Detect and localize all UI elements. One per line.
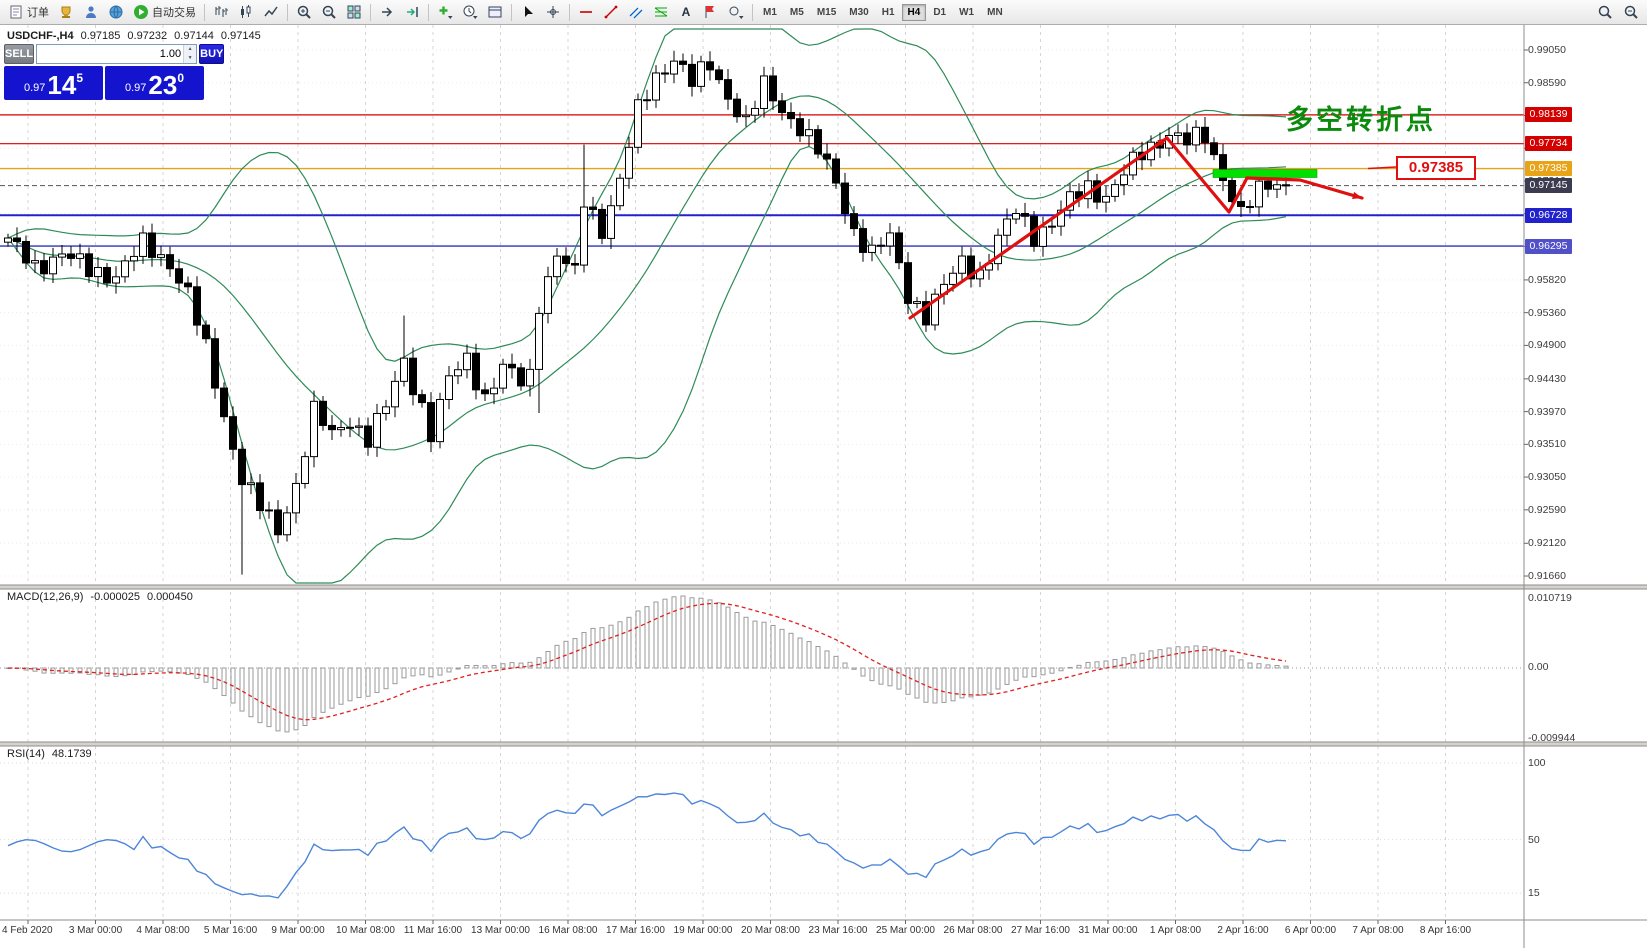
- toolbar-label[interactable]: [699, 2, 723, 22]
- toolbar-profile[interactable]: [79, 2, 103, 22]
- cursor-icon: [520, 4, 536, 20]
- clockdd-icon: [462, 4, 478, 20]
- toolbar-periods[interactable]: [458, 2, 482, 22]
- textA-icon: A: [678, 4, 694, 20]
- buy-price-display[interactable]: 0.97 23 0: [105, 66, 204, 100]
- toolbar-orders[interactable]: 订单: [4, 2, 53, 22]
- buy-button[interactable]: BUY: [199, 44, 225, 64]
- toolbar-separator: [428, 3, 429, 21]
- mag-icon: [1597, 4, 1613, 20]
- shiftend-icon: [404, 4, 420, 20]
- timeframe-H1[interactable]: H1: [881, 6, 895, 18]
- timeframe-MN[interactable]: MN: [987, 6, 1003, 18]
- fibo-icon: [653, 4, 669, 20]
- toolbar-separator: [204, 3, 205, 21]
- channel-icon: [628, 4, 644, 20]
- toolbar-candle-chart[interactable]: [234, 2, 258, 22]
- doc-icon: [8, 4, 24, 20]
- zoomout-icon: [321, 4, 337, 20]
- tpl-icon: [487, 4, 503, 20]
- shapes-icon: [728, 4, 744, 20]
- timeframe-H4[interactable]: H4: [901, 3, 927, 21]
- timeframe-M30[interactable]: M30: [849, 6, 869, 18]
- bars-icon: [213, 4, 229, 20]
- toolbar-separator: [287, 3, 288, 21]
- lot-decrease-button[interactable]: ▼: [184, 54, 197, 63]
- lot-size-input[interactable]: [37, 45, 184, 63]
- shift-icon: [379, 4, 395, 20]
- linechart-icon: [263, 4, 279, 20]
- svg-text:A: A: [682, 5, 691, 19]
- magminus-icon: [1623, 4, 1639, 20]
- sell-price-display[interactable]: 0.97 14 5: [4, 66, 103, 100]
- toolbar-separator: [752, 3, 753, 21]
- toolbar-separator: [511, 3, 512, 21]
- toolbar-horizontal-line[interactable]: [574, 2, 598, 22]
- person-icon: [83, 4, 99, 20]
- timeframe-D1[interactable]: D1: [933, 6, 947, 18]
- toolbar-search[interactable]: [1593, 2, 1617, 22]
- toolbar-search-minus[interactable]: [1619, 2, 1643, 22]
- toolbar-crosshair[interactable]: [541, 2, 565, 22]
- timeframe-M1[interactable]: M1: [763, 6, 777, 18]
- toolbar-history[interactable]: [54, 2, 78, 22]
- toolbar-autotrade[interactable]: 自动交易: [129, 2, 200, 22]
- toolbar-tile-windows[interactable]: [342, 2, 366, 22]
- globe-icon: [108, 4, 124, 20]
- hline-icon: [578, 4, 594, 20]
- toolbar-shapes[interactable]: [724, 2, 748, 22]
- toolbar-community[interactable]: [104, 2, 128, 22]
- toolbar-channel[interactable]: [624, 2, 648, 22]
- lot-spinner[interactable]: ▲ ▼: [183, 45, 197, 63]
- zoomin-icon: [296, 4, 312, 20]
- toolbar-text[interactable]: A: [674, 2, 698, 22]
- play-icon: [133, 4, 149, 20]
- toolbar-zoom-in[interactable]: [292, 2, 316, 22]
- toolbar-trendline[interactable]: [599, 2, 623, 22]
- sell-button[interactable]: SELL: [4, 44, 35, 64]
- toolbar-chart-shift[interactable]: [400, 2, 424, 22]
- lot-increase-button[interactable]: ▲: [184, 45, 197, 54]
- candles-icon: [238, 4, 254, 20]
- main-toolbar: 订单 自动交易 A M1 M5 M15 M30 H1 H4 D1 W1 MN: [0, 0, 1647, 25]
- lot-size-field[interactable]: ▲ ▼: [36, 44, 198, 64]
- cup-icon: [58, 4, 74, 20]
- toolbar-templates[interactable]: [483, 2, 507, 22]
- toolbar-auto-scroll[interactable]: [375, 2, 399, 22]
- tline-icon: [603, 4, 619, 20]
- toolbar-zoom-out[interactable]: [317, 2, 341, 22]
- toolbar-bar-chart[interactable]: [209, 2, 233, 22]
- plusdd-icon: [437, 4, 453, 20]
- timeframe-M5[interactable]: M5: [789, 6, 804, 18]
- toolbar-new-chart[interactable]: [433, 2, 457, 22]
- timeframe-W1[interactable]: W1: [959, 6, 975, 18]
- crosshair-icon: [545, 4, 561, 20]
- toolbar-fibonacci[interactable]: [649, 2, 673, 22]
- toolbar-line-chart[interactable]: [259, 2, 283, 22]
- labelflag-icon: [703, 4, 719, 20]
- timeframe-M15[interactable]: M15: [816, 6, 837, 18]
- grid-icon: [346, 4, 362, 20]
- toolbar-separator: [370, 3, 371, 21]
- toolbar-separator: [569, 3, 570, 21]
- toolbar-cursor[interactable]: [516, 2, 540, 22]
